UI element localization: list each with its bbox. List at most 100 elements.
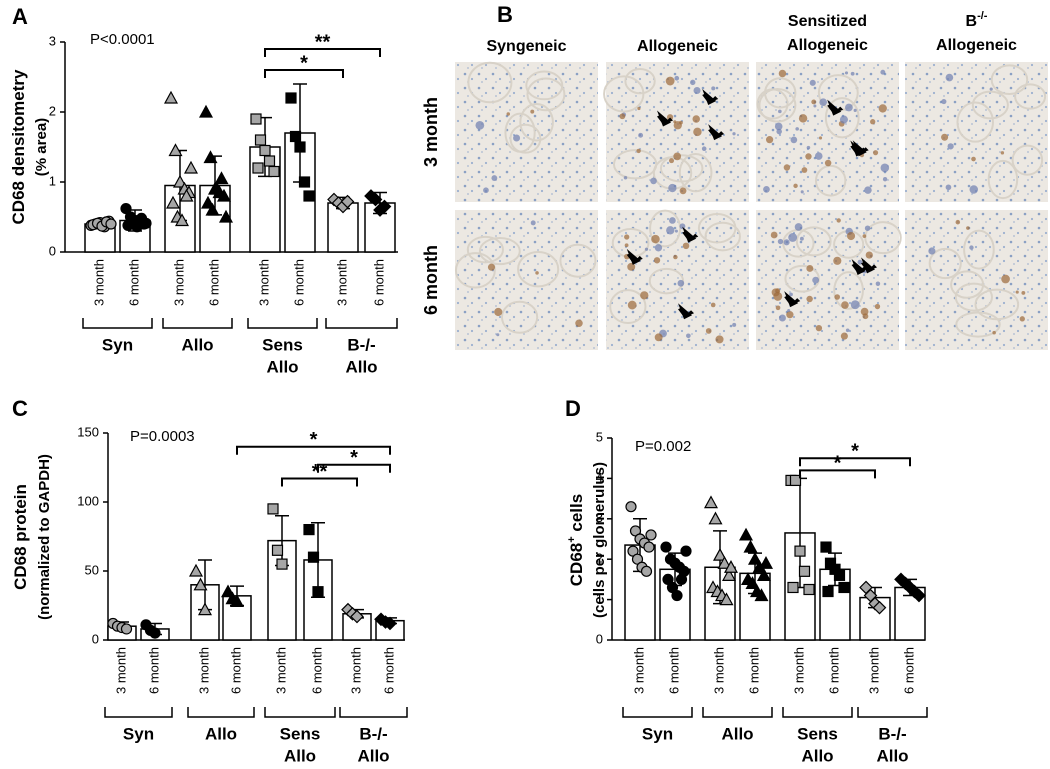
stain: [711, 86, 716, 91]
stain: [955, 219, 961, 225]
data-point: [798, 565, 811, 577]
stain: [853, 108, 857, 112]
stain: [794, 223, 803, 231]
stain: [860, 307, 869, 316]
group-label: Allo: [205, 724, 237, 743]
x-tick-label: 6 month: [206, 259, 221, 306]
glomerulus: [649, 209, 682, 248]
y-axis-label: CD68+ cells: [566, 494, 587, 586]
stain: [673, 254, 678, 260]
data-point: [149, 627, 161, 639]
stain: [679, 187, 687, 195]
stain: [834, 294, 841, 300]
data-point: [721, 568, 737, 581]
data-point: [660, 541, 672, 553]
data-point: [377, 199, 392, 214]
stain: [783, 239, 790, 246]
stain: [491, 175, 498, 182]
data-point: [833, 569, 846, 581]
y-axis-label-part: (cells per glomerulus): [591, 462, 608, 618]
data-point: [794, 545, 806, 557]
stain: [673, 152, 682, 161]
data-point: [625, 501, 637, 513]
x-tick-label: 3 month: [631, 647, 646, 694]
glomerulus: [478, 236, 521, 266]
column-header: B-/-: [966, 10, 988, 30]
stain: [637, 106, 641, 111]
data-point: [312, 586, 324, 598]
glomerulus: [697, 212, 737, 244]
stain: [677, 279, 685, 287]
data-point: [140, 217, 152, 229]
data-point: [168, 143, 183, 157]
glomerulus: [454, 252, 496, 289]
stain: [475, 120, 485, 130]
group-label: B-/-: [359, 724, 387, 743]
stain: [841, 301, 849, 309]
stain: [945, 73, 954, 82]
x-tick-label: 6 month: [901, 647, 916, 694]
glomerulus: [559, 243, 597, 278]
stain: [763, 186, 770, 193]
glomerulus: [466, 235, 504, 264]
stain: [624, 243, 629, 248]
data-point: [717, 555, 732, 569]
stain: [673, 121, 682, 130]
stain: [1001, 274, 1010, 284]
y-tick-label: 1: [49, 173, 56, 188]
x-tick-label: 6 month: [746, 647, 761, 694]
y-axis-label-part: CD68: [567, 543, 586, 586]
significance-label: *: [350, 447, 358, 469]
data-point: [645, 529, 657, 541]
stain: [846, 231, 856, 241]
stain: [800, 190, 804, 194]
stain: [535, 271, 539, 275]
stain: [865, 251, 873, 259]
data-point: [738, 527, 754, 541]
significance-label: **: [312, 461, 328, 483]
glomerulus: [764, 77, 797, 109]
data-point: [703, 495, 719, 509]
group-bracket: [82, 318, 153, 329]
stain: [969, 245, 974, 250]
y-axis-label-part: CD68 protein: [11, 484, 30, 590]
data-point: [743, 539, 758, 553]
y-axis-label: (normalized to GAPDH): [36, 454, 53, 620]
x-tick-label: 3 month: [113, 647, 128, 694]
stain: [793, 183, 798, 189]
group-bracket: [622, 707, 693, 718]
data-point: [120, 623, 133, 635]
glomerulus: [824, 97, 860, 139]
column-header-part: Sensitized: [788, 13, 867, 30]
group-bracket: [162, 318, 233, 329]
stain: [776, 128, 782, 135]
stain: [864, 186, 872, 194]
glomerulus: [467, 61, 513, 104]
stain: [483, 187, 489, 194]
group-label: Allo: [801, 746, 833, 765]
stain: [941, 98, 947, 105]
stain: [872, 150, 879, 156]
stain: [1015, 290, 1019, 294]
stain: [945, 184, 952, 191]
data-point: [787, 581, 799, 594]
stain: [732, 322, 737, 327]
group-label: Sens: [797, 724, 838, 743]
glomerulus: [500, 300, 539, 334]
arrow: [657, 110, 672, 127]
arrow: [708, 124, 723, 141]
stain: [809, 79, 816, 86]
data-point: [174, 213, 190, 227]
data-point: [803, 583, 815, 596]
glomerulus: [814, 164, 847, 197]
data-point: [193, 577, 208, 591]
data-point: [200, 195, 216, 209]
x-tick-label: 6 month: [228, 647, 243, 694]
group-label: Sens: [262, 335, 303, 354]
stain: [636, 148, 641, 154]
stain: [487, 263, 496, 271]
stain: [530, 109, 535, 114]
stain: [651, 234, 660, 244]
y-tick-label: 1: [596, 591, 603, 606]
data-point: [179, 188, 194, 202]
